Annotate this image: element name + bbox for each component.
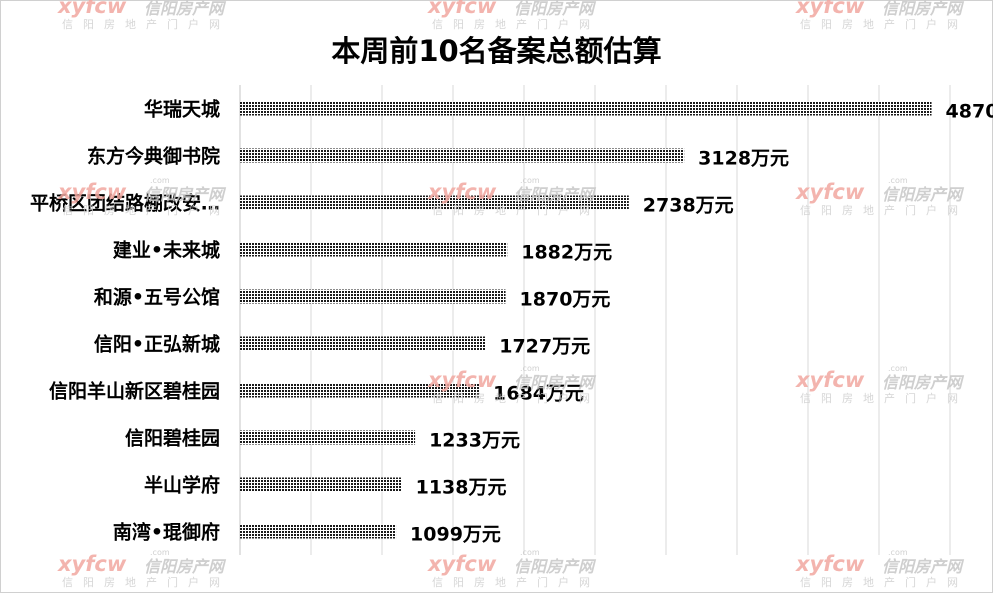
data-label: 3128万元 bbox=[698, 148, 789, 170]
watermark-logo: xyfcw bbox=[58, 180, 127, 204]
watermark-subtitle: 信阳房地产门户网 bbox=[800, 576, 968, 589]
watermark-name: 信阳房产网 bbox=[144, 0, 225, 18]
watermark-logo: xyfcw bbox=[796, 0, 865, 18]
data-label: 1138万元 bbox=[416, 477, 507, 499]
watermark-name: 信阳房产网 bbox=[882, 373, 963, 392]
watermark-subtitle: 信阳房地产门户网 bbox=[800, 18, 968, 31]
watermark-dotcom: .com bbox=[150, 548, 170, 557]
bar bbox=[240, 336, 486, 351]
category-label: 东方今典御书院 bbox=[87, 145, 220, 168]
category-label: 半山学府 bbox=[144, 474, 220, 497]
category-label: 华瑞天城 bbox=[144, 98, 220, 121]
watermark-subtitle: 信阳房地产门户网 bbox=[432, 392, 600, 405]
watermark-name: 信阳房产网 bbox=[514, 557, 595, 576]
data-label: 1870万元 bbox=[520, 289, 611, 311]
watermark-name: 信阳房产网 bbox=[514, 185, 595, 204]
watermark-name: 信阳房产网 bbox=[514, 0, 595, 18]
category-label: 信阳羊山新区碧桂园 bbox=[49, 380, 220, 403]
bar bbox=[240, 242, 508, 257]
bar bbox=[240, 430, 416, 445]
watermark-dotcom: .com bbox=[888, 176, 908, 185]
category-label: 平桥区团结路棚改安… bbox=[30, 192, 220, 215]
data-label: 1099万元 bbox=[410, 524, 501, 546]
watermark-name: 信阳房产网 bbox=[144, 185, 225, 204]
bar bbox=[240, 101, 932, 116]
data-label: 1233万元 bbox=[429, 430, 520, 452]
category-label: 信阳•正弘新城 bbox=[94, 333, 220, 356]
watermark-logo: xyfcw bbox=[428, 0, 497, 18]
data-label: 2738万元 bbox=[643, 195, 734, 217]
watermark-subtitle: 信阳房地产门户网 bbox=[62, 18, 230, 31]
watermark-logo: xyfcw bbox=[796, 368, 865, 392]
watermark-logo: xyfcw bbox=[58, 0, 127, 18]
bar bbox=[240, 383, 480, 398]
category-label: 南湾•琨御府 bbox=[113, 521, 220, 544]
bar bbox=[240, 477, 402, 492]
data-label: 1882万元 bbox=[521, 242, 612, 264]
bar bbox=[240, 195, 629, 210]
watermark-logo: xyfcw bbox=[796, 180, 865, 204]
watermark-logo: xyfcw bbox=[58, 552, 127, 576]
watermark-name: 信阳房产网 bbox=[882, 185, 963, 204]
watermark-dotcom: .com bbox=[520, 364, 540, 373]
watermark-dotcom: .com bbox=[150, 176, 170, 185]
bar bbox=[240, 524, 397, 539]
watermark-logo: xyfcw bbox=[428, 552, 497, 576]
data-label: 1684万元 bbox=[493, 383, 584, 405]
watermark-name: 信阳房产网 bbox=[882, 0, 963, 18]
bar bbox=[240, 148, 685, 163]
watermark-logo: xyfcw bbox=[428, 368, 497, 392]
watermark-subtitle: 信阳房地产门户网 bbox=[432, 18, 600, 31]
watermark-subtitle: 信阳房地产门户网 bbox=[62, 204, 230, 217]
watermark-subtitle: 信阳房地产门户网 bbox=[800, 204, 968, 217]
watermark-subtitle: 信阳房地产门户网 bbox=[800, 392, 968, 405]
bar bbox=[240, 289, 506, 304]
category-label: 信阳碧桂园 bbox=[125, 427, 220, 450]
watermark-dotcom: .com bbox=[888, 364, 908, 373]
watermark-name: 信阳房产网 bbox=[514, 373, 595, 392]
watermark-name: 信阳房产网 bbox=[144, 557, 225, 576]
watermark-dotcom: .com bbox=[520, 548, 540, 557]
data-label: 1727万元 bbox=[499, 336, 590, 358]
watermark-logo: xyfcw bbox=[428, 180, 497, 204]
watermark-name: 信阳房产网 bbox=[882, 557, 963, 576]
chart-title: 本周前10名备案总额估算 bbox=[331, 34, 662, 68]
watermark-subtitle: 信阳房地产门户网 bbox=[432, 576, 600, 589]
data-label: 4870万元 bbox=[946, 101, 993, 123]
category-label: 和源•五号公馆 bbox=[94, 286, 220, 309]
watermark-subtitle: 信阳房地产门户网 bbox=[432, 204, 600, 217]
watermark-subtitle: 信阳房地产门户网 bbox=[62, 576, 230, 589]
watermark-dotcom: .com bbox=[888, 548, 908, 557]
category-label: 建业•未来城 bbox=[113, 239, 220, 262]
watermark-logo: xyfcw bbox=[796, 552, 865, 576]
watermark-dotcom: .com bbox=[520, 176, 540, 185]
